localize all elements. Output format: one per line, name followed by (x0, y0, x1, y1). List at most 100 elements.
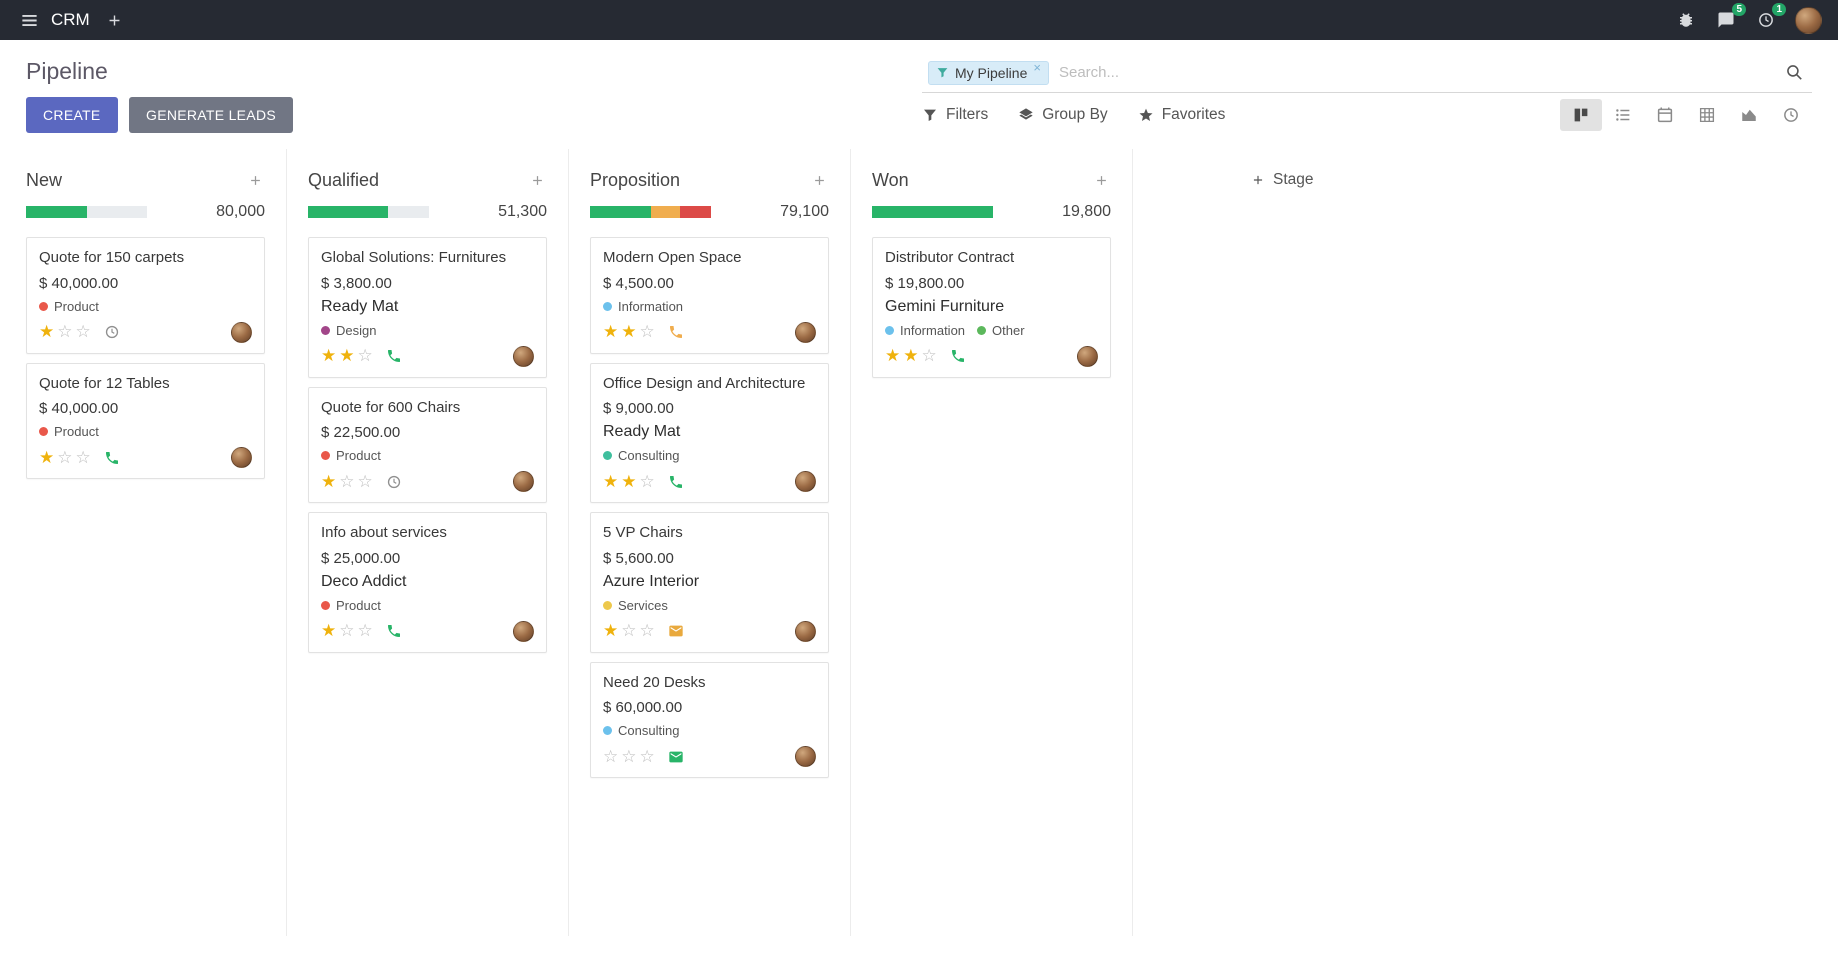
priority-stars[interactable]: ★☆☆ (603, 621, 658, 641)
star-filled-icon[interactable]: ★ (603, 621, 622, 640)
phone-icon[interactable] (386, 623, 402, 639)
priority-stars[interactable]: ★★☆ (603, 472, 658, 492)
phone-icon[interactable] (386, 348, 402, 364)
star-filled-icon[interactable]: ★ (39, 447, 58, 467)
star-empty-icon[interactable]: ☆ (339, 621, 358, 640)
salesperson-avatar[interactable] (795, 620, 816, 642)
generate-leads-button[interactable]: GENERATE LEADS (129, 97, 293, 133)
star-empty-icon[interactable]: ☆ (357, 621, 376, 640)
phone-icon[interactable] (950, 348, 966, 364)
column-title[interactable]: Won (872, 169, 909, 190)
column-add-button[interactable] (1092, 171, 1111, 190)
salesperson-avatar[interactable] (513, 345, 534, 367)
star-empty-icon[interactable]: ☆ (57, 447, 76, 467)
kanban-card[interactable]: 5 VP Chairs $ 5,600.00 Azure Interior Se… (590, 512, 829, 653)
priority-stars[interactable]: ★☆☆ (39, 448, 94, 468)
kanban-card[interactable]: Global Solutions: Furnitures $ 3,800.00 … (308, 237, 547, 378)
filters-button[interactable]: Filters (922, 102, 988, 128)
star-empty-icon[interactable]: ☆ (921, 346, 940, 365)
column-add-button[interactable] (528, 171, 547, 190)
column-add-button[interactable] (246, 171, 265, 190)
calendar-view-button[interactable] (1644, 99, 1686, 131)
pivot-view-button[interactable] (1686, 99, 1728, 131)
clock-icon[interactable] (386, 474, 402, 490)
star-filled-icon[interactable]: ★ (603, 322, 622, 341)
search-facet[interactable]: My Pipeline × (928, 59, 1049, 85)
star-empty-icon[interactable]: ☆ (75, 447, 94, 467)
column-title[interactable]: New (26, 169, 63, 190)
column-progressbar[interactable] (872, 206, 993, 218)
star-filled-icon[interactable]: ★ (885, 346, 904, 365)
star-empty-icon[interactable]: ☆ (603, 746, 622, 766)
column-title[interactable]: Qualified (308, 169, 380, 190)
envelope-icon[interactable] (668, 623, 684, 639)
phone-icon[interactable] (668, 474, 684, 490)
star-empty-icon[interactable]: ☆ (621, 621, 640, 640)
star-empty-icon[interactable]: ☆ (75, 322, 94, 341)
favorites-button[interactable]: Favorites (1138, 102, 1225, 128)
star-filled-icon[interactable]: ★ (621, 322, 640, 341)
star-filled-icon[interactable]: ★ (321, 471, 340, 491)
column-add-button[interactable] (810, 171, 829, 190)
list-view-button[interactable] (1602, 99, 1644, 131)
salesperson-avatar[interactable] (795, 471, 816, 492)
facet-remove-icon[interactable]: × (1033, 59, 1041, 75)
star-empty-icon[interactable]: ☆ (621, 746, 640, 766)
phone-icon[interactable] (668, 324, 684, 340)
star-filled-icon[interactable]: ★ (39, 322, 58, 341)
add-menu-button[interactable] (98, 6, 131, 35)
column-progressbar[interactable] (26, 206, 147, 218)
star-empty-icon[interactable]: ☆ (639, 471, 658, 491)
kanban-card[interactable]: Quote for 12 Tables $ 40,000.00 Product … (26, 362, 265, 479)
priority-stars[interactable]: ☆☆☆ (603, 747, 658, 767)
priority-stars[interactable]: ★☆☆ (321, 621, 376, 641)
star-filled-icon[interactable]: ★ (339, 346, 358, 365)
debug-button[interactable] (1669, 5, 1703, 35)
activity-view-button[interactable] (1770, 99, 1812, 131)
group-by-button[interactable]: Group By (1018, 102, 1108, 128)
kanban-card[interactable]: Modern Open Space $ 4,500.00 Information… (590, 237, 829, 354)
search-input[interactable] (1048, 60, 1783, 85)
apps-menu-button[interactable] (12, 5, 47, 36)
kanban-card[interactable]: Distributor Contract $ 19,800.00 Gemini … (872, 237, 1111, 378)
star-empty-icon[interactable]: ☆ (57, 322, 76, 341)
salesperson-avatar[interactable] (231, 321, 252, 343)
priority-stars[interactable]: ★★☆ (885, 346, 940, 366)
app-name[interactable]: CRM (51, 10, 90, 29)
column-progressbar[interactable] (308, 206, 429, 218)
salesperson-avatar[interactable] (795, 321, 816, 343)
search-submit-button[interactable] (1783, 61, 1806, 84)
star-empty-icon[interactable]: ☆ (639, 621, 658, 640)
salesperson-avatar[interactable] (1077, 345, 1098, 367)
salesperson-avatar[interactable] (795, 746, 816, 767)
star-filled-icon[interactable]: ★ (621, 471, 640, 491)
kanban-view-button[interactable] (1560, 99, 1602, 131)
star-filled-icon[interactable]: ★ (603, 471, 622, 491)
clock-icon[interactable] (104, 324, 120, 340)
search-bar[interactable]: My Pipeline × (922, 58, 1812, 93)
priority-stars[interactable]: ★☆☆ (39, 322, 94, 342)
star-filled-icon[interactable]: ★ (321, 621, 340, 640)
salesperson-avatar[interactable] (513, 620, 534, 642)
kanban-card[interactable]: Info about services $ 25,000.00 Deco Add… (308, 512, 547, 653)
add-stage-button[interactable]: Stage (1245, 170, 1320, 190)
messages-button[interactable]: 5 (1709, 3, 1746, 35)
star-filled-icon[interactable]: ★ (321, 346, 340, 365)
star-filled-icon[interactable]: ★ (903, 346, 922, 365)
column-title[interactable]: Proposition (590, 169, 681, 190)
phone-icon[interactable] (104, 450, 120, 466)
star-empty-icon[interactable]: ☆ (639, 746, 658, 766)
salesperson-avatar[interactable] (513, 471, 534, 492)
user-avatar[interactable] (1795, 6, 1822, 34)
create-button[interactable]: CREATE (26, 97, 118, 133)
kanban-card[interactable]: Office Design and Architecture $ 9,000.0… (590, 362, 829, 503)
star-empty-icon[interactable]: ☆ (357, 471, 376, 491)
kanban-card[interactable]: Need 20 Desks $ 60,000.00 Consulting ☆☆☆ (590, 661, 829, 778)
graph-view-button[interactable] (1728, 99, 1770, 131)
star-empty-icon[interactable]: ☆ (339, 471, 358, 491)
kanban-card[interactable]: Quote for 600 Chairs $ 22,500.00 Product… (308, 386, 547, 503)
kanban-card[interactable]: Quote for 150 carpets $ 40,000.00 Produc… (26, 237, 265, 354)
column-progressbar[interactable] (590, 206, 711, 218)
salesperson-avatar[interactable] (231, 447, 252, 468)
priority-stars[interactable]: ★☆☆ (321, 472, 376, 492)
